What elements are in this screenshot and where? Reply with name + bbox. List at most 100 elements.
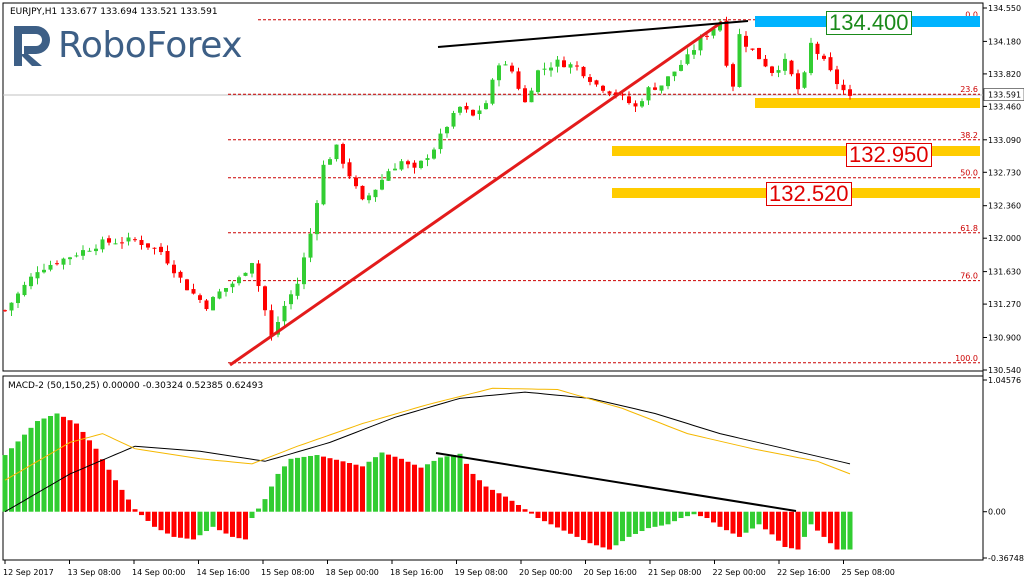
time-axis-label: 15 Sep 08:00 [261, 568, 314, 577]
black-resistance-line [437, 20, 749, 48]
logo-mark-icon [14, 26, 50, 66]
candle-body [282, 305, 287, 322]
price-axis-label: 133.820 [988, 70, 1021, 79]
candle-body [243, 272, 248, 276]
candle-body [835, 69, 839, 85]
macd-histogram-bar [243, 511, 248, 540]
candle-body [711, 28, 716, 36]
candle-body [438, 133, 443, 150]
macd-histogram-bar [100, 459, 105, 512]
price-axis-label: 132.730 [988, 168, 1021, 177]
candle-body [828, 57, 833, 71]
candle-body [315, 203, 319, 235]
candle-body [750, 48, 755, 50]
macd-histogram-bar [444, 456, 450, 512]
macd-axis-label: -0.36748 [988, 554, 1024, 563]
macd-histogram-bar [470, 473, 476, 512]
macd-histogram-bar [711, 511, 716, 523]
macd-histogram-bar [282, 466, 287, 512]
macd-histogram-bar [633, 511, 638, 534]
macd-divergence-line [435, 452, 797, 512]
candle-body [165, 250, 170, 264]
candle-body [503, 64, 508, 66]
macd-histogram-bar [496, 493, 502, 512]
red-trend-line [229, 20, 723, 367]
macd-histogram-bar [113, 480, 118, 512]
macd-histogram-bar [223, 511, 229, 534]
candle-body [328, 159, 332, 165]
candle-body [295, 283, 300, 296]
candle-body [536, 70, 540, 93]
macd-histogram-bar [418, 467, 424, 512]
macd-histogram-bar [93, 448, 99, 512]
symbol-header: EURJPY,H1 133.677 133.694 133.521 133.59… [10, 7, 218, 17]
candle-body [224, 288, 228, 292]
time-axis-label: 21 Sep 08:00 [648, 568, 701, 577]
candle-body [627, 96, 631, 104]
candle-body [815, 43, 820, 54]
price-target-label: 132.950 [846, 143, 932, 167]
candle-body [399, 161, 404, 170]
macd-histogram-bar [659, 511, 664, 526]
fib-level-label: 50.0 [960, 169, 978, 178]
macd-histogram-bar [555, 511, 560, 528]
roboforex-logo: RoboForex [10, 20, 243, 70]
time-axis-label: 12 Sep 2017 [3, 568, 54, 577]
candle-body [542, 68, 547, 70]
macd-histogram-bar [568, 511, 573, 534]
macd-histogram-bar [509, 500, 515, 512]
macd-histogram-bar [613, 511, 619, 546]
candle-body [16, 293, 20, 304]
macd-histogram-bar [106, 469, 112, 512]
support-zone [755, 98, 980, 108]
macd-signal-line [4, 387, 851, 481]
candle-body [581, 66, 586, 77]
candle-body [796, 73, 800, 90]
candle-body [139, 239, 144, 245]
candle-body [789, 60, 794, 75]
candle-body [640, 101, 644, 107]
candle-body [373, 189, 378, 198]
macd-histogram-bar [503, 496, 508, 512]
macd-histogram-bar [321, 456, 326, 512]
macd-histogram-bar [327, 458, 333, 512]
price-target-label: 134.400 [826, 11, 912, 35]
macd-histogram-bar [808, 511, 814, 525]
macd-histogram-bar [158, 511, 164, 531]
macd-histogram-bar [620, 511, 625, 542]
candle-body [445, 126, 449, 134]
fib-level-label: 38.2 [960, 131, 978, 140]
candle-body [412, 162, 417, 168]
price-axis-label: 132.000 [988, 234, 1021, 243]
macd-histogram-bar [451, 455, 456, 512]
candle-body [94, 248, 98, 252]
candle-body [685, 54, 690, 64]
time-axis-label: 13 Sep 08:00 [68, 568, 121, 577]
macd-histogram-bar [197, 511, 203, 536]
candle-body [666, 76, 670, 87]
candle-body [61, 258, 66, 265]
macd-histogram-bar [275, 473, 281, 512]
candle-body [471, 109, 475, 116]
candle-body [55, 263, 59, 265]
candle-body [464, 106, 469, 110]
macd-histogram-bar [665, 511, 671, 525]
time-axis-label: 22 Sep 00:00 [713, 568, 766, 577]
macd-histogram-bar [171, 511, 177, 537]
candle-body [35, 272, 40, 279]
macd-histogram-bar [535, 511, 541, 519]
candle-body [100, 239, 105, 250]
macd-histogram-bar [35, 421, 40, 512]
macd-histogram-bar [750, 511, 755, 529]
candle-body [74, 255, 79, 257]
price-axis-label: 131.270 [988, 300, 1021, 309]
macd-histogram-bar [295, 457, 300, 512]
candle-body [451, 112, 456, 127]
macd-histogram-bar [386, 454, 391, 512]
candle-body [308, 233, 313, 258]
macd-histogram-bar [353, 464, 359, 512]
macd-histogram-bar [425, 464, 430, 512]
macd-histogram-bar [522, 509, 528, 512]
candle-body [698, 36, 703, 51]
